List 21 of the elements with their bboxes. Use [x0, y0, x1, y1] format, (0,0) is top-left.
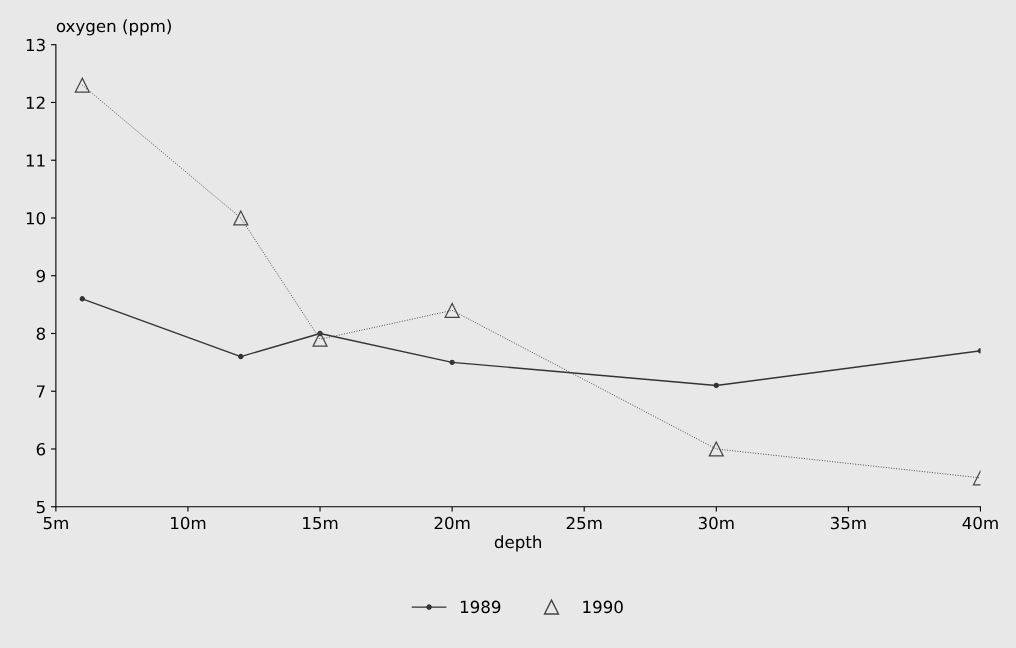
x-tick-label: 10m — [171, 516, 206, 530]
x-axis-title: depth — [494, 535, 541, 552]
x-tick-label: 15m — [303, 516, 338, 530]
y-tick-label: 9 — [36, 269, 45, 283]
x-tick-label: 5m — [43, 516, 68, 530]
y-tick-label: 12 — [26, 96, 45, 109]
y-tick-label: 7 — [36, 385, 45, 398]
legend-label: 1989 — [460, 600, 501, 614]
y-tick-label: 10 — [26, 211, 46, 225]
x-tick-label: 40m — [962, 516, 998, 530]
y-axis-title: oxygen (ppm) — [56, 19, 171, 36]
y-tick-label: 8 — [36, 327, 46, 341]
x-tick-label: 35m — [830, 516, 866, 530]
x-tick-label: 20m — [434, 516, 470, 530]
y-tick-label: 6 — [36, 442, 46, 456]
y-tick-label: 11 — [26, 154, 45, 167]
y-tick-label: 13 — [26, 38, 45, 52]
legend-label: 1990 — [583, 600, 623, 614]
x-tick-label: 30m — [698, 516, 734, 530]
x-tick-label: 25m — [566, 516, 602, 530]
y-tick-label: 5 — [36, 500, 45, 514]
